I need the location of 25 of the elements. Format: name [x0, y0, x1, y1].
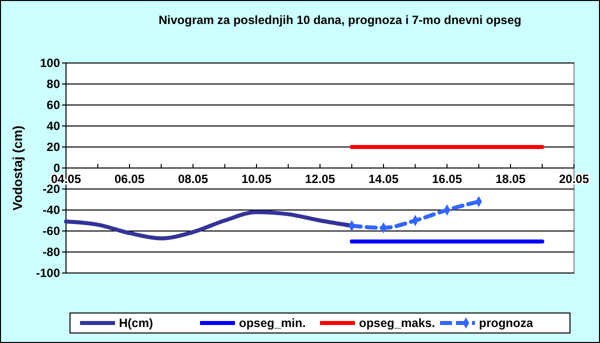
y-tick-label: 80 — [46, 77, 60, 91]
x-tick-label: 20.05 — [558, 172, 590, 186]
y-tick-label: 0 — [53, 161, 60, 175]
y-tick-label: -20 — [42, 182, 60, 196]
x-tick-label: 10.05 — [241, 172, 272, 186]
y-axis-title: Vodostaj (cm) — [10, 126, 25, 210]
legend-label: H(cm) — [119, 316, 154, 330]
x-tick-label: 12.05 — [304, 172, 336, 186]
y-tick-label: 20 — [46, 140, 60, 154]
y-tick-label: -100 — [36, 266, 60, 280]
chart-title: Nivogram za poslednjih 10 dana, prognoza i 7-mo dnevni opseg — [158, 13, 522, 27]
y-tick-label: 40 — [46, 119, 60, 133]
legend-label: opseg_maks. — [359, 316, 436, 330]
x-tick-label: 08.05 — [178, 172, 208, 186]
y-tick-label: -40 — [42, 203, 60, 217]
legend-label: opseg_min. — [239, 316, 306, 330]
y-tick-label: -60 — [42, 224, 60, 238]
x-tick-label: 14.05 — [368, 172, 399, 186]
y-tick-label: 100 — [40, 56, 60, 70]
y-tick-label: 60 — [46, 98, 60, 112]
x-tick-label: 16.05 — [432, 172, 462, 186]
x-tick-label: 06.05 — [114, 172, 145, 186]
y-tick-label: -80 — [42, 245, 60, 259]
legend-label: prognoza — [479, 316, 534, 330]
x-tick-label: 18.05 — [495, 172, 526, 186]
